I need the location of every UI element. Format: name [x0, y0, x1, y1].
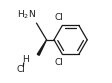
Text: Cl: Cl: [16, 65, 25, 74]
Polygon shape: [37, 40, 46, 55]
Text: Cl: Cl: [54, 13, 63, 22]
Text: H$_2$N: H$_2$N: [17, 8, 35, 21]
Text: Cl: Cl: [54, 58, 63, 67]
Text: H: H: [22, 55, 29, 64]
